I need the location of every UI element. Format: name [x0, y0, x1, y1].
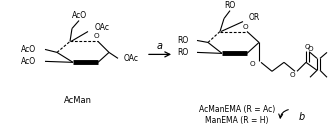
Text: RO: RO: [224, 1, 236, 10]
Text: O: O: [249, 61, 255, 67]
Text: AcO: AcO: [21, 57, 36, 66]
Text: AcO: AcO: [21, 45, 36, 54]
Text: OR: OR: [249, 13, 260, 22]
Text: RO: RO: [177, 48, 188, 57]
Text: a: a: [157, 41, 163, 51]
Text: AcManEMA (R = Ac): AcManEMA (R = Ac): [199, 105, 275, 114]
Text: ManEMA (R = H): ManEMA (R = H): [205, 116, 269, 125]
Text: AcO: AcO: [72, 11, 87, 20]
FancyArrowPatch shape: [279, 110, 288, 118]
Text: AcMan: AcMan: [64, 96, 92, 105]
Text: O: O: [304, 44, 310, 50]
Text: O: O: [307, 46, 313, 52]
Text: OAc: OAc: [95, 23, 110, 32]
Text: RO: RO: [177, 36, 188, 45]
Text: b: b: [299, 112, 305, 122]
Text: O: O: [289, 72, 295, 78]
Text: OAc: OAc: [124, 54, 139, 63]
Text: O: O: [93, 33, 99, 39]
Text: O: O: [242, 23, 248, 30]
